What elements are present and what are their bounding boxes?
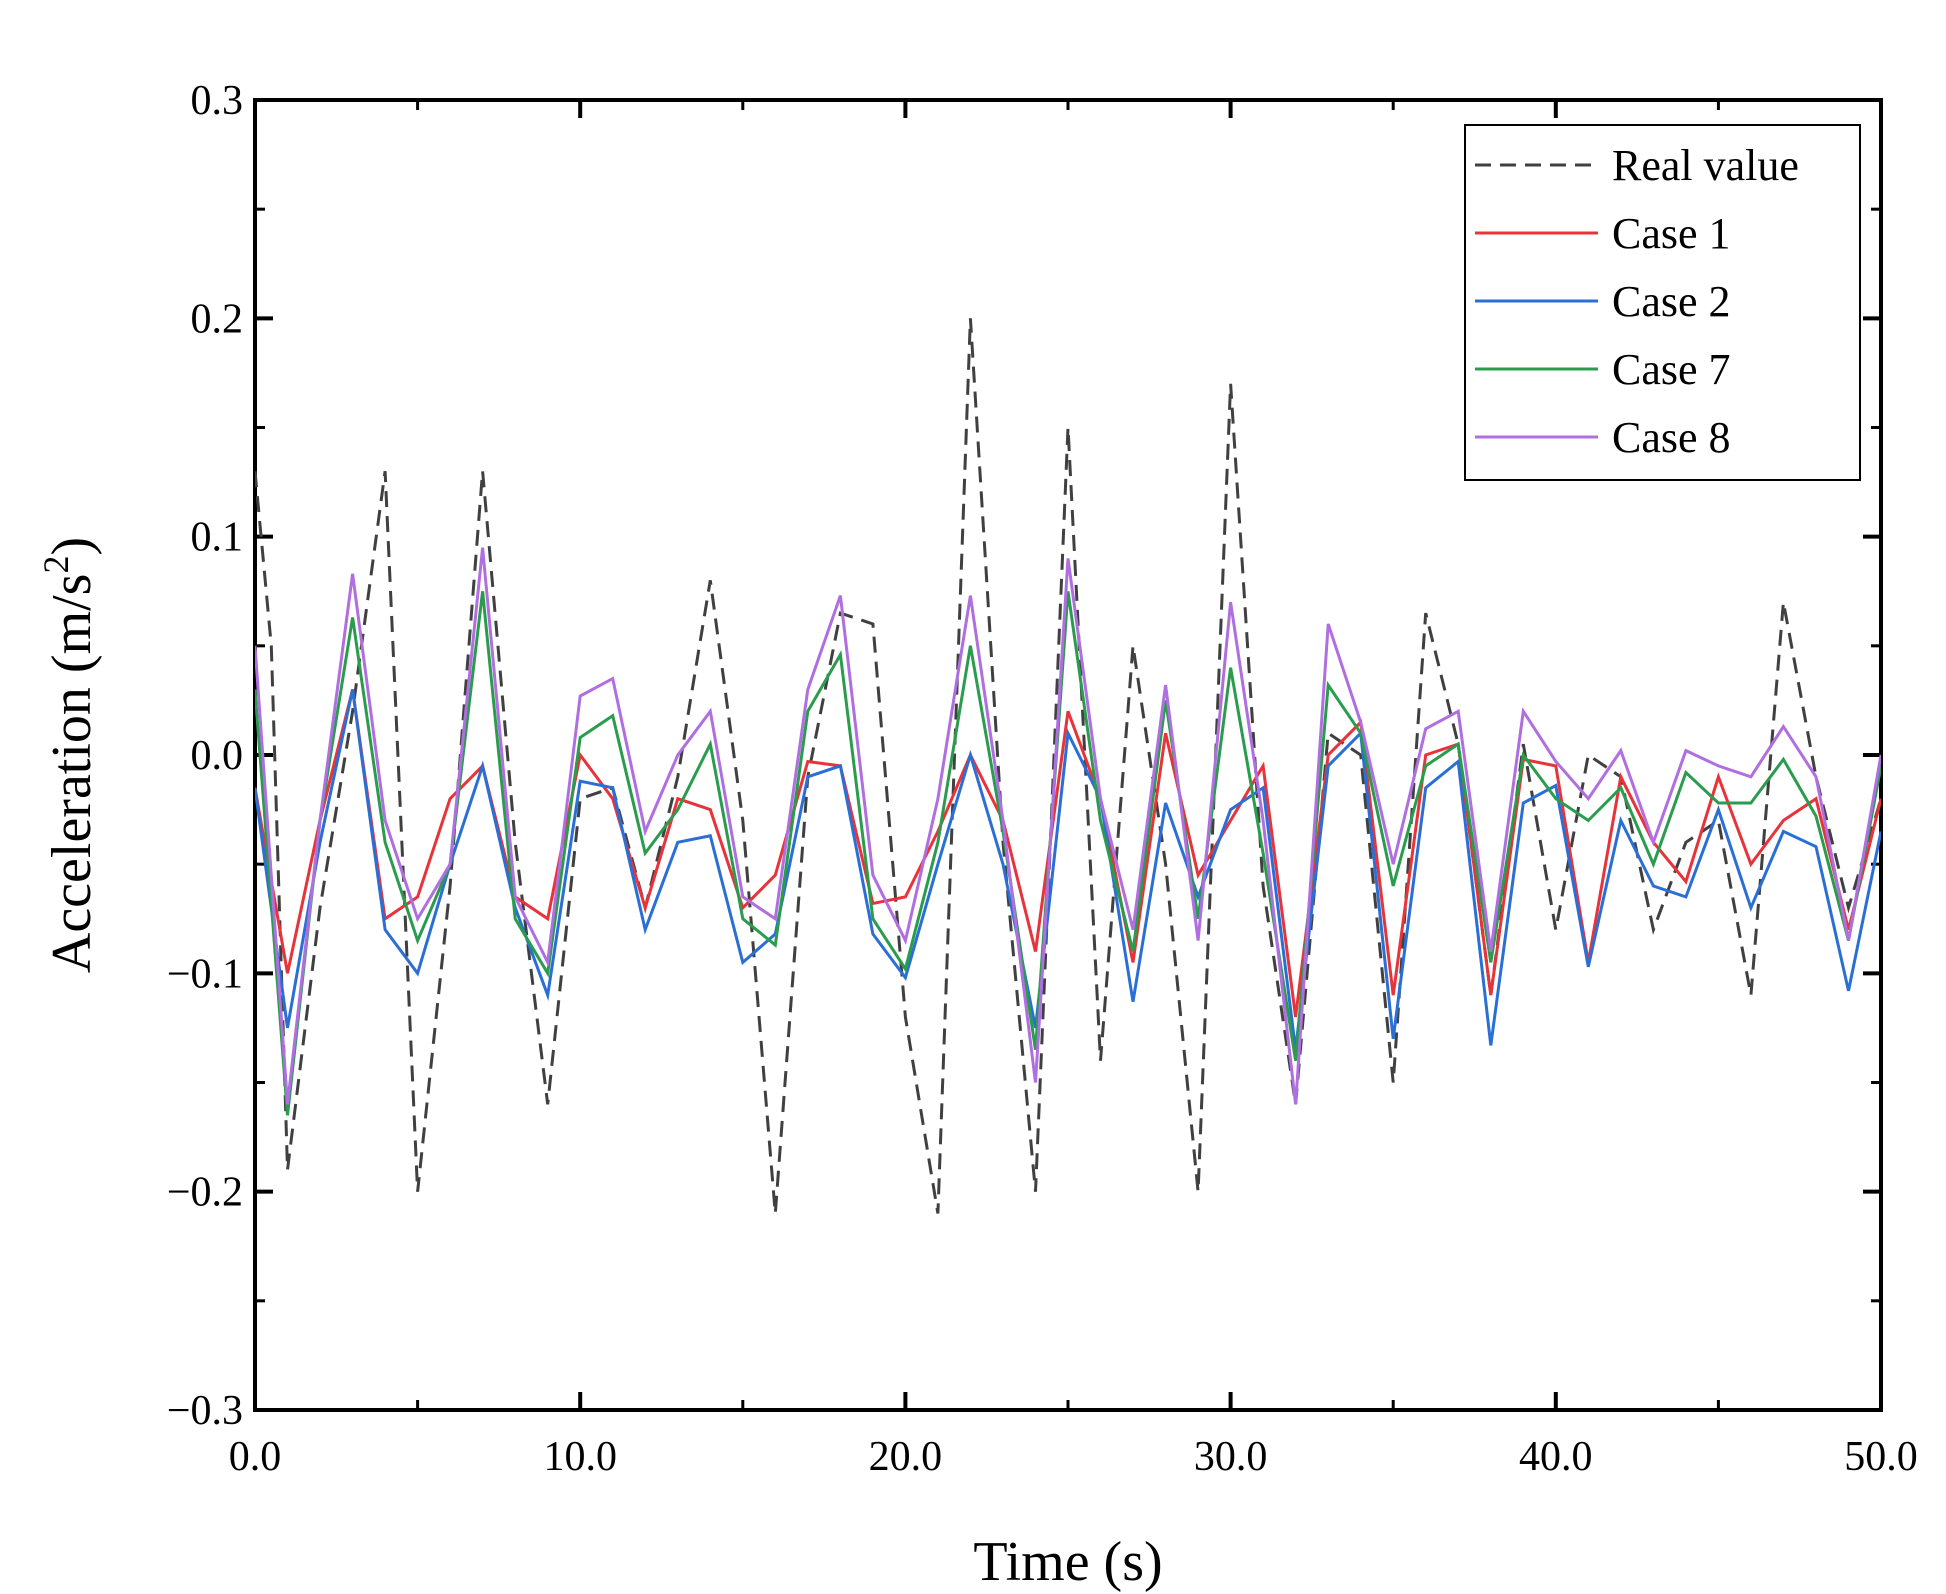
x-axis-title: Time (s) [973, 1531, 1162, 1593]
y-tick-label: −0.2 [167, 1170, 243, 1216]
y-axis-title-superscript: 2 [36, 556, 76, 574]
y-axis-title-main: Acceleration (m/s [41, 574, 103, 974]
series-line-case-7 [255, 591, 1881, 1116]
y-tick-label: 0.3 [191, 78, 244, 124]
legend: Real value Case 1 Case 2 Case 7 Case 8 [1464, 124, 1861, 481]
legend-label: Real value [1612, 141, 1799, 190]
y-axis-ticks: −0.3 −0.2 −0.1 0.0 0.1 0.2 0.3 [167, 78, 1881, 1434]
x-tick-label: 50.0 [1844, 1434, 1918, 1480]
legend-label: Case 7 [1612, 345, 1731, 394]
x-tick-label: 10.0 [543, 1434, 617, 1480]
y-axis-title-close: ) [41, 537, 103, 556]
legend-label: Case 1 [1612, 209, 1731, 258]
y-tick-label: 0.2 [191, 296, 244, 342]
legend-label: Case 8 [1612, 413, 1731, 462]
y-tick-label: 0.1 [191, 515, 244, 561]
y-axis-title: Acceleration (m/s2) [36, 537, 103, 973]
x-tick-label: 20.0 [869, 1434, 943, 1480]
series-line-case-8 [255, 547, 1881, 1105]
x-tick-label: 40.0 [1519, 1434, 1593, 1480]
y-tick-label: −0.3 [167, 1388, 243, 1434]
legend-label: Case 2 [1612, 277, 1731, 326]
x-tick-label: 0.0 [229, 1434, 282, 1480]
x-tick-label: 30.0 [1194, 1434, 1268, 1480]
series-line-case-1 [255, 689, 1881, 1018]
y-tick-label: −0.1 [167, 951, 243, 997]
series-layer [255, 318, 1881, 1214]
x-axis-ticks: 0.0 10.0 20.0 30.0 40.0 50.0 [229, 100, 1918, 1480]
y-tick-label: 0.0 [191, 733, 244, 779]
